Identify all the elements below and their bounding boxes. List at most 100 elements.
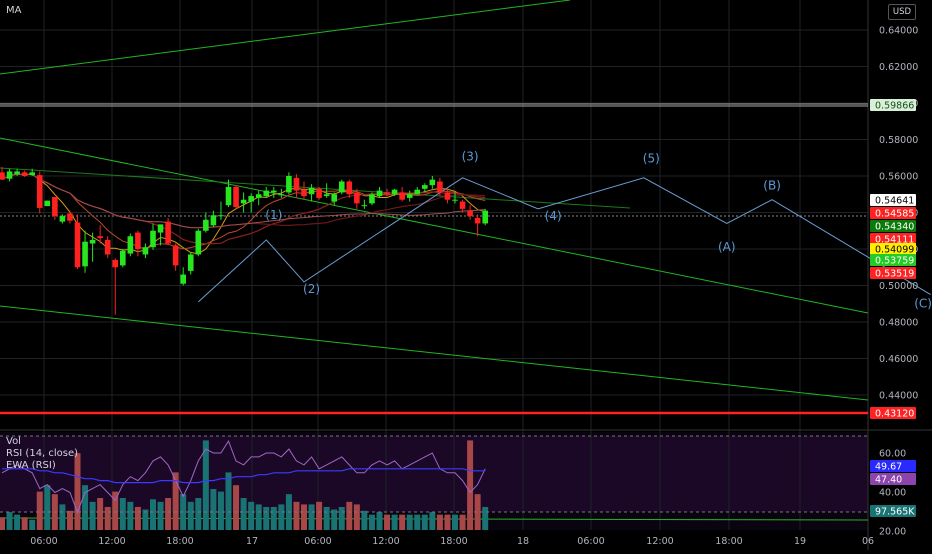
candle-body — [422, 185, 428, 189]
candle-19[interactable] — [142, 243, 149, 259]
candle-26[interactable] — [195, 228, 202, 257]
candle-6[interactable] — [44, 200, 51, 207]
candle-45[interactable] — [338, 179, 345, 195]
candle-14[interactable] — [104, 236, 111, 259]
candle-44[interactable] — [331, 192, 337, 206]
candle-38[interactable] — [286, 172, 292, 195]
candle-34[interactable] — [255, 190, 262, 206]
x-tick-2: 18:00 — [166, 536, 193, 547]
candle-body — [157, 224, 164, 233]
candle-33[interactable] — [248, 193, 254, 213]
candle-28[interactable] — [210, 210, 217, 228]
candle-59[interactable] — [444, 188, 451, 204]
ma-indicator-label[interactable]: MA — [6, 5, 22, 16]
candle-41[interactable] — [308, 184, 315, 202]
candle-4[interactable] — [29, 168, 35, 176]
candle-63[interactable] — [474, 214, 481, 237]
candle-body — [429, 179, 436, 186]
candle-32[interactable] — [240, 192, 247, 213]
candle-20[interactable] — [150, 223, 156, 250]
candle-29[interactable] — [218, 201, 224, 220]
candle-54[interactable] — [406, 190, 413, 202]
candle-49[interactable] — [369, 192, 375, 206]
candle-30[interactable] — [225, 179, 232, 208]
candle-42[interactable] — [316, 186, 322, 200]
candle-36[interactable] — [271, 186, 277, 198]
candle-9[interactable] — [67, 210, 73, 224]
candle-body — [112, 259, 119, 268]
currency-button[interactable]: USD — [888, 4, 916, 20]
candle-5[interactable] — [36, 171, 43, 214]
candle-24[interactable] — [180, 267, 186, 286]
volume-legend[interactable]: Vol — [6, 436, 21, 447]
wave-label-6: (B) — [763, 179, 781, 193]
candle-53[interactable] — [399, 186, 405, 202]
candle-46[interactable] — [346, 179, 353, 198]
rsi-tick-2: 20.00 — [879, 527, 906, 538]
candle-body — [21, 172, 28, 176]
volume-bar-46 — [346, 501, 353, 530]
candle-27[interactable] — [203, 212, 209, 233]
candle-52[interactable] — [391, 188, 398, 197]
ewa-rsi-legend[interactable]: EWA (RSI) — [6, 460, 56, 471]
candle-31[interactable] — [233, 185, 239, 209]
volume-bar-39 — [293, 501, 300, 530]
candle-16[interactable] — [120, 249, 126, 268]
candle-43[interactable] — [323, 183, 330, 198]
candle-51[interactable] — [384, 188, 390, 197]
volume-bar-61 — [459, 514, 466, 530]
volume-bar-2 — [14, 514, 21, 530]
candle-25[interactable] — [187, 252, 194, 275]
candle-40[interactable] — [301, 181, 307, 200]
candle-58[interactable] — [437, 177, 443, 197]
price-tag-text: 0.59866 — [875, 101, 914, 112]
candle-50[interactable] — [376, 186, 383, 198]
candle-18[interactable] — [135, 230, 141, 257]
candle-48[interactable] — [361, 199, 368, 209]
volume-bar-51 — [384, 514, 391, 530]
candle-37[interactable] — [278, 188, 285, 198]
candle-1[interactable] — [6, 168, 13, 182]
candle-body — [172, 245, 179, 266]
candle-body — [346, 181, 353, 195]
candle-15[interactable] — [112, 258, 119, 315]
candle-0[interactable] — [0, 166, 5, 180]
candle-64[interactable] — [482, 208, 488, 226]
candle-22[interactable] — [165, 217, 171, 246]
candle-57[interactable] — [429, 176, 436, 189]
candle-body — [127, 236, 134, 254]
rsi-legend[interactable]: RSI (14, close) — [6, 448, 79, 459]
candle-39[interactable] — [293, 174, 300, 198]
candle-2[interactable] — [14, 168, 20, 176]
candle-body — [52, 196, 58, 217]
volume-bar-8 — [59, 504, 66, 530]
volume-bar-0 — [0, 517, 5, 530]
volume-bar-26 — [195, 498, 202, 530]
candle-10[interactable] — [74, 214, 81, 270]
candle-body — [263, 190, 270, 197]
candle-35[interactable] — [263, 186, 270, 198]
candle-60[interactable] — [452, 192, 458, 204]
candle-61[interactable] — [459, 199, 466, 213]
candle-11[interactable] — [82, 230, 88, 273]
candle-body — [97, 236, 103, 239]
volume-bar-16 — [119, 498, 126, 530]
candle-3[interactable] — [21, 170, 28, 177]
candle-body — [104, 239, 111, 255]
candle-23[interactable] — [172, 243, 179, 271]
candle-55[interactable] — [414, 186, 421, 195]
candle-8[interactable] — [59, 214, 66, 224]
volume-bar-20 — [150, 499, 156, 530]
candle-21[interactable] — [157, 224, 164, 246]
candle-12[interactable] — [89, 232, 96, 262]
candle-47[interactable] — [354, 188, 360, 209]
wave-label-2: (3) — [462, 149, 479, 163]
candle-56[interactable] — [422, 183, 428, 193]
candle-17[interactable] — [127, 233, 134, 257]
candle-62[interactable] — [467, 205, 473, 220]
candle-7[interactable] — [52, 196, 58, 220]
volume-bar-53 — [399, 514, 406, 530]
price-tag-text: 0.43120 — [875, 409, 914, 420]
candle-13[interactable] — [97, 225, 103, 244]
